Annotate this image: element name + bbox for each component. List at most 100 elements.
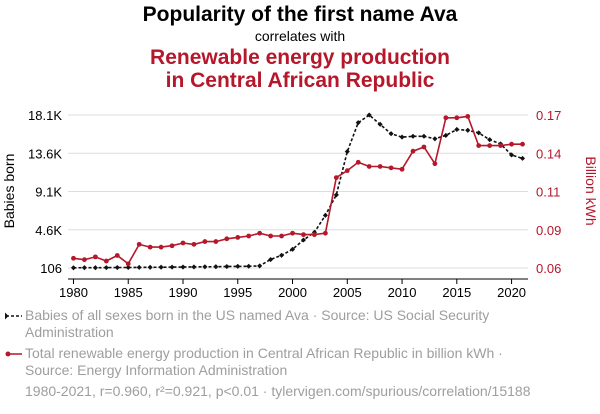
data-point-renewable (82, 257, 87, 263)
data-point-ava (465, 127, 471, 133)
data-point-ava (388, 131, 394, 137)
data-point-ava (487, 137, 493, 143)
data-point-renewable (498, 143, 504, 149)
data-point-renewable (257, 230, 263, 236)
data-point-renewable (235, 235, 241, 240)
data-point-renewable (454, 115, 460, 121)
data-point-renewable (509, 141, 514, 147)
data-point-ava (136, 264, 142, 270)
data-point-ava (322, 212, 328, 218)
data-point-ava (158, 264, 164, 270)
data-point-ava (300, 237, 307, 243)
y-tick-label-right: 0.14 (536, 146, 561, 161)
x-tick-label: 1985 (114, 285, 143, 300)
legend-swatch-ava (5, 312, 22, 320)
data-point-renewable (333, 175, 339, 180)
data-point-renewable (125, 261, 131, 267)
chart-title: Popularity of the first name Ava (142, 3, 458, 26)
data-point-ava (344, 149, 350, 155)
data-point-renewable (410, 148, 416, 154)
data-point-renewable (399, 166, 405, 172)
x-tick-label: 1990 (169, 285, 198, 300)
data-point-renewable (366, 164, 372, 169)
y-tick-label-left: 106 (40, 261, 62, 276)
series-line-ava (73, 113, 523, 269)
y-tick-label-right: 0.06 (536, 261, 561, 276)
legend-label-ava: Babies of all sexes born in the US named… (25, 307, 490, 340)
data-point-ava (519, 155, 526, 161)
data-point-renewable (312, 232, 317, 238)
axes: 106 4.6K 9.1K 13.6K 18.1K 0.06 0.09 0.11 0.14 0.1… (28, 108, 561, 300)
data-point-ava (81, 265, 87, 271)
data-point-renewable (377, 164, 383, 169)
data-point-ava (180, 264, 186, 270)
x-tick-label: 2010 (388, 285, 417, 300)
data-point-ava (103, 265, 109, 271)
data-point-ava (289, 246, 296, 252)
data-point-renewable (224, 236, 230, 242)
data-point-ava (70, 265, 77, 271)
data-point-ava (421, 133, 427, 139)
data-point-ava (246, 263, 252, 269)
chart-title-secondary-line2: in Central African Republic (165, 69, 435, 92)
data-point-renewable (322, 230, 328, 236)
data-point-ava (279, 252, 285, 258)
data-point-renewable (443, 115, 449, 121)
data-point-renewable (520, 141, 525, 147)
data-point-renewable (136, 241, 142, 247)
data-point-ava (432, 136, 438, 142)
data-point-ava (92, 265, 98, 271)
data-point-renewable (147, 244, 153, 250)
data-point-renewable (180, 240, 186, 246)
data-point-renewable (92, 254, 98, 260)
data-point-ava (454, 126, 460, 133)
y-tick-label-left: 18.1K (28, 108, 62, 123)
data-point-ava (147, 264, 153, 270)
y-tick-label-left: 4.6K (35, 223, 62, 238)
data-point-ava (399, 134, 405, 140)
y-tick-label-left: 13.6K (28, 146, 62, 161)
data-point-ava (202, 264, 208, 270)
data-point-renewable (432, 161, 438, 167)
legend-label-renewable: Total renewable energy production in Cen… (25, 345, 503, 378)
data-point-renewable (268, 233, 274, 239)
x-tick-label: 2000 (278, 285, 307, 300)
data-point-renewable (114, 253, 120, 258)
y-axis-label-left: Babies born (1, 154, 17, 229)
data-point-renewable (202, 239, 208, 244)
data-point-renewable (290, 230, 295, 236)
x-tick-label: 2005 (333, 285, 362, 300)
data-point-renewable (213, 239, 219, 244)
x-tick-label: 1995 (223, 285, 252, 300)
y-tick-label-right: 0.11 (536, 185, 560, 200)
data-point-renewable (191, 241, 197, 247)
data-point-renewable (355, 159, 361, 165)
data-point-ava (114, 264, 120, 271)
data-point-renewable (169, 243, 175, 249)
data-point-renewable (476, 143, 482, 149)
y-tick-label-right: 0.09 (536, 223, 561, 238)
data-point-renewable (301, 232, 306, 238)
data-point-renewable (103, 258, 109, 264)
y-tick-label-left: 9.1K (35, 185, 62, 200)
chart-title-secondary-line1: Renewable energy production (150, 46, 450, 69)
data-point-renewable (465, 113, 471, 119)
data-point-ava (224, 263, 230, 270)
y-axis-label-right: Billion kWh (583, 156, 599, 225)
x-tick-label: 1980 (59, 285, 88, 300)
data-point-ava (257, 263, 263, 269)
legend-swatch-renewable (5, 351, 22, 357)
x-tick-label: 2015 (442, 285, 471, 300)
data-point-renewable (71, 255, 76, 261)
data-point-renewable (388, 165, 394, 171)
series-line-renewable (73, 115, 523, 265)
data-point-ava (169, 264, 175, 270)
footer-stats: 1980-2021, r=0.960, r²=0.921, p<0.01 · t… (25, 383, 531, 399)
data-point-renewable (279, 233, 284, 239)
chart-subtitle: correlates with (254, 28, 346, 44)
data-point-renewable (344, 168, 350, 174)
data-point-ava (410, 133, 416, 139)
grid-lines (68, 114, 528, 269)
data-point-renewable (246, 233, 252, 239)
